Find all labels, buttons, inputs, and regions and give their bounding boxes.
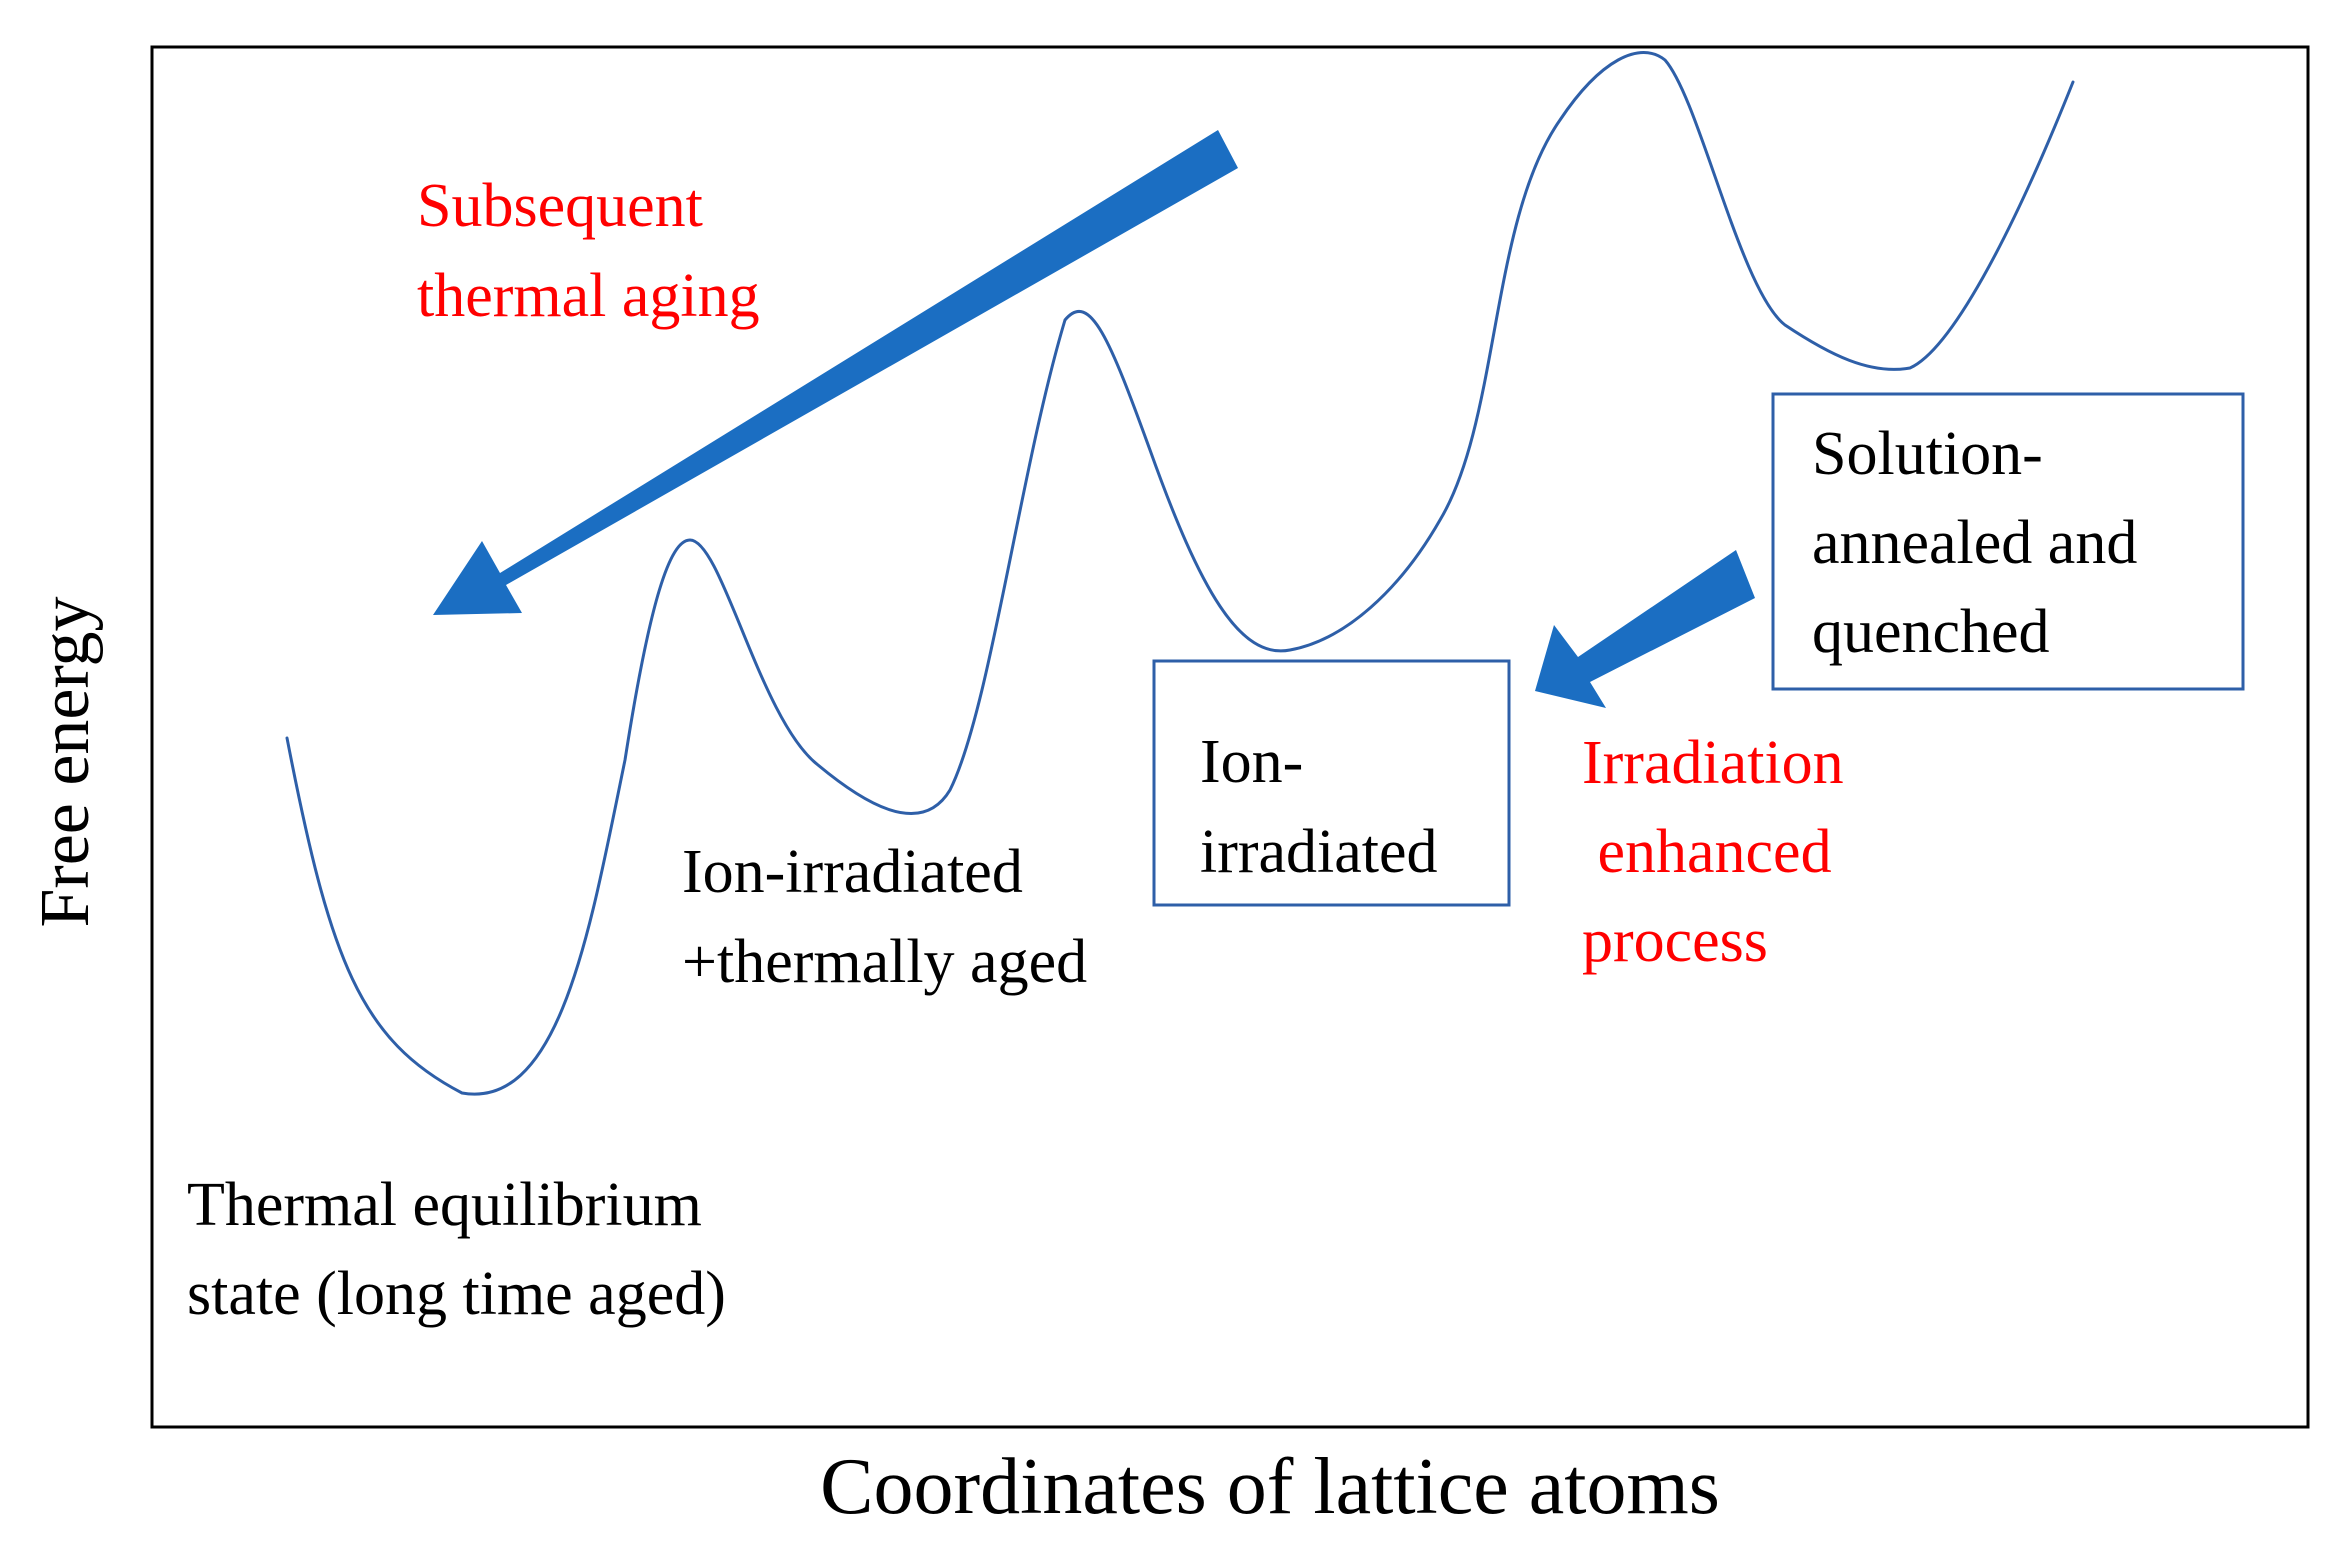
thermal-equilibrium-label: Thermal equilibrium state (long time age… (187, 1171, 726, 1328)
solution-annealed-label-line: annealed and (1812, 509, 2137, 577)
thermal-equilibrium-label-line: Thermal equilibrium (187, 1171, 702, 1239)
solution-annealed-box (1771, 392, 2245, 691)
solution-annealed-label-line: Solution- (1812, 420, 2043, 488)
irradiation-process-label-line: process (1582, 907, 1768, 975)
ion-irradiated-box (1152, 659, 1511, 907)
solution-annealed-label-line: quenched (1812, 598, 2050, 666)
ion-irradiated-aged-label: Ion-irradiated +thermally aged (682, 838, 1087, 996)
thermal-aging-label-line: thermal aging (417, 262, 760, 330)
thermal-aging-arrow (433, 130, 1238, 615)
ion-irradiated-label: Ion- irradiated (1200, 728, 1438, 886)
irradiation-process-label-line: Irradiation (1582, 729, 1844, 797)
irradiation-arrow (1535, 550, 1755, 708)
thermal-aging-label: Subsequent thermal aging (417, 172, 760, 330)
irradiation-process-label: Irradiation enhanced process (1582, 729, 1844, 975)
thermal-equilibrium-label-line: state (long time aged) (187, 1260, 726, 1328)
x-axis-label: Coordinates of lattice atoms (820, 1443, 1720, 1531)
ion-irradiated-aged-label-line: +thermally aged (682, 928, 1087, 996)
y-axis-label: Free energy (27, 596, 104, 927)
ion-irradiated-label-line: Ion- (1200, 728, 1303, 796)
thermal-aging-label-line: Subsequent (417, 172, 703, 240)
solution-annealed-label: Solution- annealed and quenched (1812, 420, 2153, 666)
ion-irradiated-aged-label-line: Ion-irradiated (682, 838, 1023, 906)
plot-frame (150, 45, 2310, 1429)
irradiation-process-label-line: enhanced (1582, 818, 1832, 886)
energy-landscape-curve (285, 51, 2075, 1096)
ion-irradiated-label-line: irradiated (1200, 818, 1438, 886)
